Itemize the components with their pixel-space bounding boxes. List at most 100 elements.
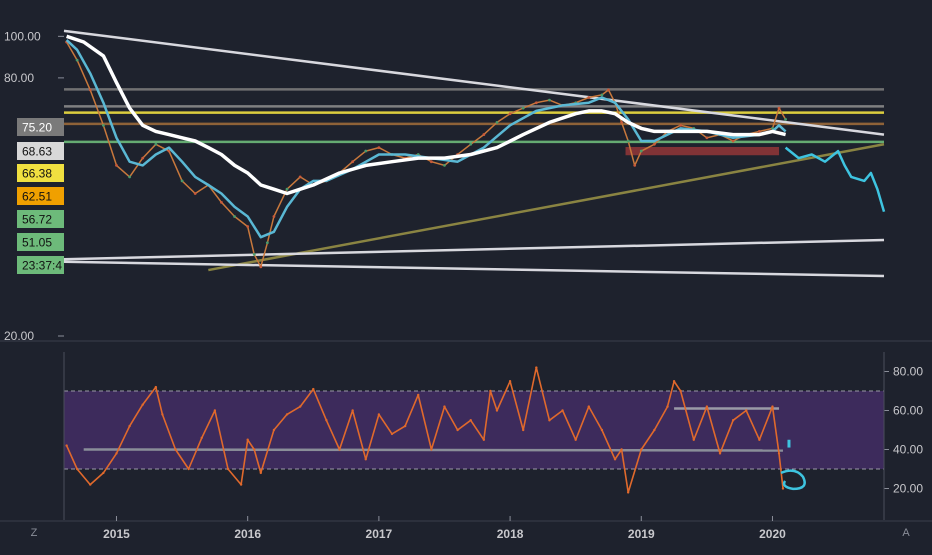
price-point	[495, 120, 499, 124]
rsi-point	[141, 403, 144, 406]
rsi-y-tick-label: 60.00	[893, 404, 923, 418]
rsi-point	[226, 467, 230, 471]
price-point	[141, 156, 145, 160]
price-badge-label: 62.51	[22, 190, 52, 204]
price-point	[128, 175, 132, 179]
rsi-lower-segment	[83, 448, 783, 452]
price-y-tick-label: 20.00	[4, 329, 34, 343]
price-badge: 62.51	[17, 187, 64, 205]
price-badge-bg	[17, 187, 64, 205]
rsi-point	[718, 452, 722, 455]
price-badge-bg	[17, 233, 64, 251]
price-point	[508, 112, 512, 116]
rsi-point	[253, 448, 256, 451]
price-point	[731, 139, 735, 143]
price-badge-label: 75.20	[22, 121, 52, 135]
rsi-point	[692, 438, 695, 441]
price-y-tick-label: 100.00	[4, 29, 41, 43]
rsi-point	[672, 380, 676, 383]
rsi-point	[626, 491, 630, 494]
price-point	[180, 179, 184, 183]
rsi-point	[495, 409, 499, 412]
rsi-point	[338, 448, 341, 451]
rsi-point	[535, 366, 538, 369]
rsi-point	[469, 419, 472, 422]
price-badge: 23:37:4	[17, 256, 64, 274]
rsi-point	[377, 413, 381, 416]
rsi-point	[758, 438, 761, 441]
red-zone-box	[625, 146, 780, 156]
price-point	[653, 142, 656, 146]
rsi-point	[259, 471, 262, 475]
price-badge-label: 23:37:4	[22, 259, 62, 273]
rsi-point	[161, 413, 164, 416]
price-badge: 68.63	[17, 142, 64, 160]
rsi-point	[390, 432, 394, 436]
price-point	[101, 123, 105, 127]
price-point	[679, 123, 683, 127]
trend-line-horizontal_bottom_2	[63, 260, 885, 278]
rsi-point	[154, 385, 158, 389]
rsi-point	[65, 444, 68, 447]
rsi-point	[561, 409, 564, 412]
price-point	[167, 149, 171, 153]
price-badge: 66.38	[17, 164, 64, 182]
price-badge-label: 68.63	[22, 145, 52, 159]
rsi-y-tick-label: 80.00	[893, 365, 923, 379]
price-badge-bg	[17, 164, 64, 182]
rsi-point	[771, 405, 774, 408]
price-badge-bg	[17, 142, 64, 160]
x-tick-label: 2018	[497, 527, 524, 541]
price-badge: 75.20	[17, 118, 64, 136]
rsi-point	[548, 419, 551, 422]
price-point	[351, 160, 355, 164]
rsi-point	[731, 419, 735, 422]
corner-label-left: Z	[31, 527, 38, 539]
price-point	[626, 139, 630, 143]
price-point	[534, 101, 538, 105]
rsi-point	[187, 467, 190, 471]
rsi-point	[443, 405, 446, 408]
price-point	[154, 142, 158, 146]
rsi-point	[417, 393, 420, 397]
rsi-point	[613, 458, 617, 461]
rsi-point	[239, 483, 243, 486]
price-series-line	[65, 41, 787, 268]
x-tick-label: 2016	[234, 527, 261, 541]
rsi-point	[640, 448, 643, 451]
price-badge-label: 56.72	[22, 213, 52, 227]
rsi-point	[285, 413, 289, 416]
rsi-y-tick-label: 20.00	[893, 482, 923, 496]
forecast-drawing-line	[784, 146, 886, 213]
x-tick-label: 2015	[103, 527, 130, 541]
price-point	[364, 149, 368, 153]
price-point	[259, 265, 263, 269]
rsi-point	[620, 448, 623, 451]
price-point	[377, 146, 381, 150]
price-point	[298, 175, 302, 179]
rsi-point	[128, 424, 131, 428]
price-panel: 100.00 80.00 20.00 75.20 68.63 66.38 62.51 56.7…	[4, 29, 886, 343]
x-tick-label: 2019	[628, 527, 655, 541]
ma-slow-line	[66, 34, 787, 196]
rsi-point	[456, 428, 459, 432]
rsi-drawing-circle	[780, 469, 806, 491]
rsi-y-tick-label: 40.00	[893, 443, 923, 457]
rsi-point	[102, 471, 105, 475]
rsi-point	[89, 483, 92, 486]
rsi-point	[679, 389, 682, 393]
corner-label-right: A	[902, 527, 910, 539]
price-point	[633, 163, 637, 167]
price-point	[587, 96, 591, 99]
price-point	[784, 118, 787, 121]
rsi-band	[64, 391, 884, 469]
price-point	[482, 133, 486, 136]
price-badge-label: 66.38	[22, 167, 52, 181]
price-point	[115, 163, 118, 167]
price-point	[233, 215, 236, 218]
price-point	[220, 200, 223, 204]
x-tick-label: 2017	[366, 527, 393, 541]
price-badge-bg	[17, 118, 64, 136]
price-point	[272, 215, 276, 218]
